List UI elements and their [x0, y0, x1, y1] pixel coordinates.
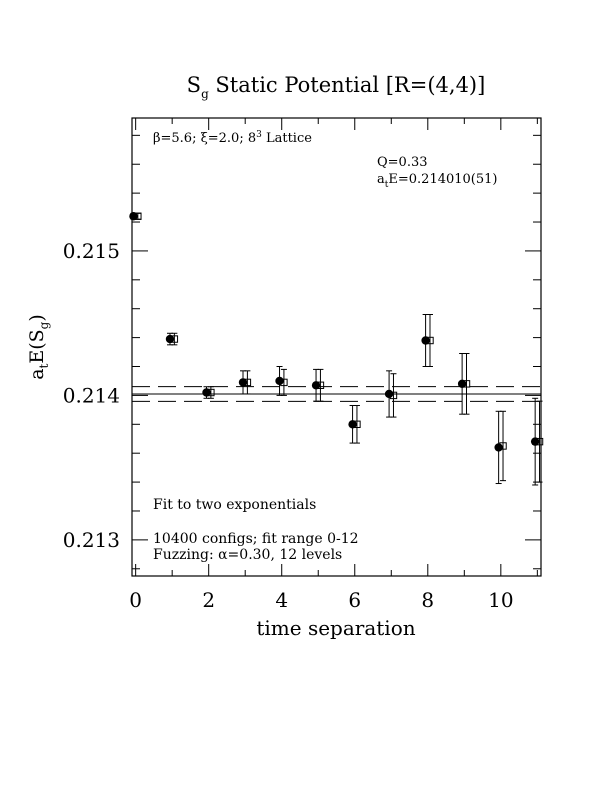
- energy-annotation: atE=0.214010(51): [377, 172, 498, 190]
- q-annotation: Q=0.33: [377, 155, 428, 170]
- data-points: [129, 212, 544, 486]
- x-tick-label: 8: [421, 588, 434, 612]
- data-point-circle: [129, 212, 138, 221]
- data-point-circle: [165, 334, 175, 344]
- data-point-square: [170, 335, 179, 343]
- data-point-square: [207, 388, 215, 397]
- x-tick-label: 4: [275, 588, 288, 612]
- data-point-circle: [202, 388, 211, 397]
- configs-annotation: 10400 configs; fit range 0-12: [153, 531, 359, 547]
- data-point-circle: [421, 336, 430, 345]
- data-point-square: [462, 380, 471, 388]
- x-axis-label: time separation: [256, 616, 415, 640]
- data-point-square: [535, 437, 544, 446]
- data-point-square: [316, 381, 325, 389]
- data-point-circle: [457, 379, 467, 389]
- x-tick-label: 0: [129, 588, 142, 612]
- y-tick-label: 0.214: [63, 383, 120, 407]
- fit-type-annotation: Fit to two exponentials: [153, 497, 316, 513]
- data-point-circle: [384, 389, 394, 399]
- chart-title: Sg Static Potential [R=(4,4)]: [187, 73, 486, 101]
- axis-ticks: [132, 118, 541, 576]
- data-point-circle: [311, 381, 321, 390]
- data-point-circle: [530, 437, 540, 446]
- data-point-square: [499, 442, 507, 450]
- data-point-square: [280, 378, 288, 387]
- x-tick-label: 10: [488, 588, 513, 612]
- lattice-annotation: β=5.6; ξ=2.0; 83 Lattice: [153, 130, 312, 146]
- data-point-circle: [348, 420, 357, 429]
- data-point-circle: [275, 376, 284, 386]
- data-point-square: [389, 391, 398, 400]
- x-tick-label: 6: [348, 588, 361, 612]
- data-point-square: [243, 378, 252, 387]
- y-tick-labels: 0.213 0.214 0.215: [63, 239, 120, 552]
- data-point-square: [353, 420, 361, 428]
- plot-frame: [131, 117, 542, 577]
- data-point-square: [426, 336, 434, 345]
- data-point-circle: [494, 443, 503, 452]
- data-point-circle: [238, 378, 248, 387]
- fit-lines: [132, 386, 541, 402]
- y-tick-label: 0.215: [63, 239, 120, 263]
- x-tick-labels: 0 2 4 6 8 10: [129, 588, 513, 612]
- y-tick-label: 0.213: [63, 528, 120, 552]
- x-tick-label: 2: [202, 588, 215, 612]
- y-axis-label: atE(Sg): [26, 314, 51, 380]
- data-point-square: [134, 212, 142, 220]
- fuzzing-annotation: Fuzzing: α=0.30, 12 levels: [153, 547, 342, 563]
